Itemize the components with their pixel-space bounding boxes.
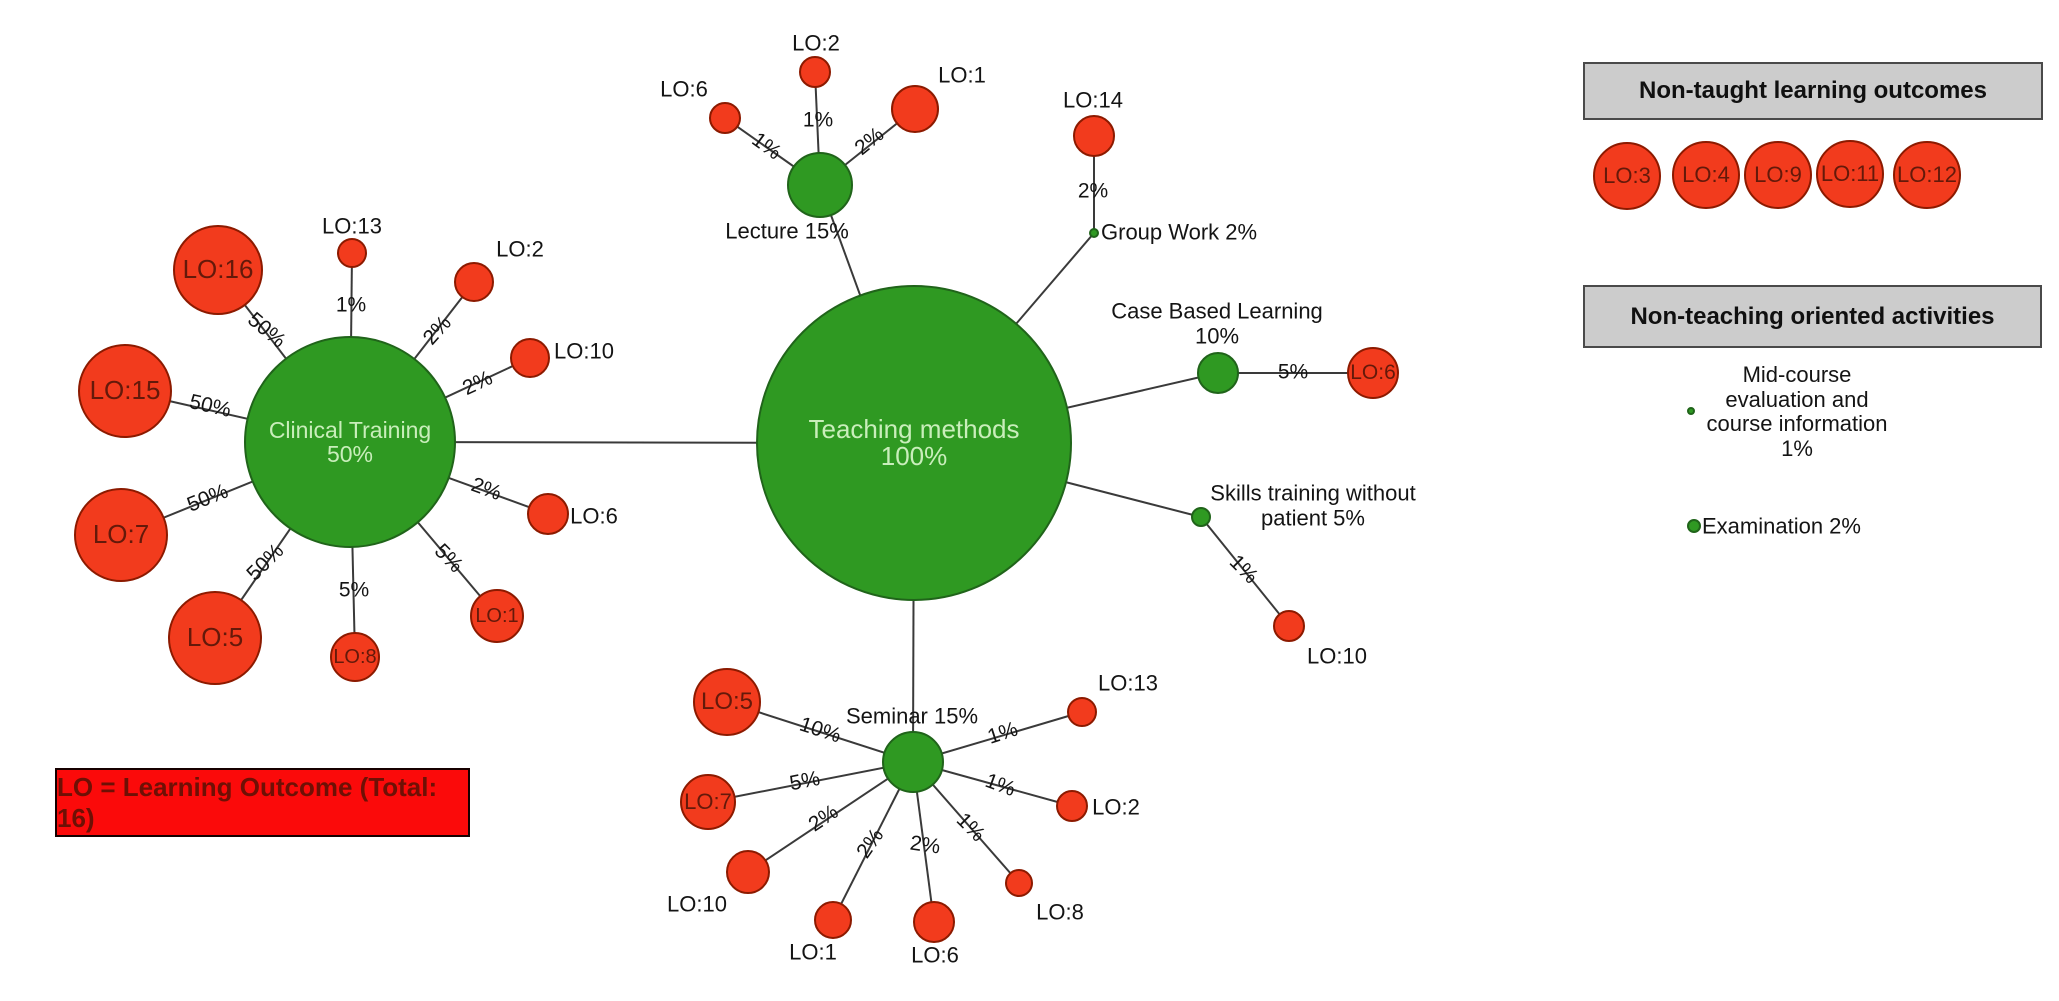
edge-label-seminar-se2: 1% [982,769,1018,801]
edge-skills-s10 [1200,516,1290,627]
non-teaching-legend-box: Non-teaching oriented activities [1583,285,2042,348]
edge-label-clinical-c15: 50% [187,390,233,422]
edge-label-clinical-c16: 50% [243,308,290,353]
edge-teaching-clinical [349,441,915,444]
edge-teaching-seminar [912,442,915,763]
edge-label-clinical-c2: 2% [419,311,456,349]
edge-label-seminar-se7: 5% [788,767,822,795]
edge-clinical-c13 [349,252,353,443]
edge-label-lecture-l1: 2% [850,123,888,160]
edge-label-clinical-c7: 50% [184,480,232,517]
edge-teaching-skills [913,442,1202,518]
edge-label-seminar-se1: 2% [852,824,888,862]
edge-label-seminar-se13: 1% [985,717,1021,748]
edge-label-clinical-c1: 5% [430,539,468,577]
edge-teaching-lecture [819,184,915,444]
edge-label-clinical-c10: 2% [459,366,496,400]
edge-label-groupwork-g14: 2% [1078,180,1108,203]
lo-note-box: LO = Learning Outcome (Total: 16) [55,768,470,837]
non-taught-legend-box: Non-taught learning outcomes [1583,62,2043,120]
edge-label-seminar-se6: 2% [909,832,942,859]
edge-clinical-c8 [349,441,356,658]
edge-label-clinical-c8: 5% [339,579,369,602]
edge-clinical-c10 [349,357,531,443]
edge-label-skills-s10: 1% [1225,550,1263,588]
lo-note-text: LO = Learning Outcome (Total: 16) [57,771,438,833]
edge-clinical-c2 [349,281,475,443]
edge-seminar-se7 [707,761,914,803]
edge-label-lecture-l6: 1% [748,128,786,164]
edge-teaching-cbl [913,372,1219,444]
non-teaching-legend-title: Non-teaching oriented activities [1630,302,1995,330]
edge-label-lecture-l2: 1% [803,109,833,132]
edge-label-seminar-se5: 10% [797,713,844,748]
edge-label-clinical-c13: 1% [336,294,366,317]
edge-teaching-groupwork [913,232,1095,444]
edge-label-clinical-c5: 50% [242,539,288,585]
edge-clinical-c7 [120,441,351,536]
edge-clinical-c5 [214,441,351,639]
edge-label-cbl-cb6: 5% [1278,361,1308,384]
non-taught-legend-title: Non-taught learning outcomes [1639,77,1987,104]
edge-label-clinical-c6: 2% [468,473,504,505]
